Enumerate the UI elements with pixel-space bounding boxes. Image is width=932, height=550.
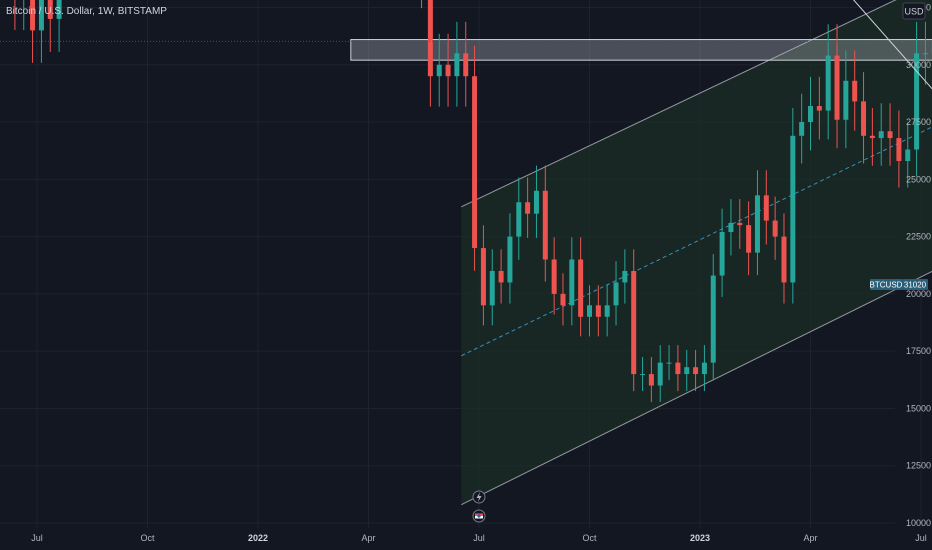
price-tick-label: 25000 [906,174,931,184]
price-tick-label: 12500 [906,461,931,471]
candle-body [560,293,566,306]
symbol-title: Bitcoin / U.S. Dollar, 1W, BITSTAMP [6,6,167,17]
candle-body [710,275,716,363]
time-tick-label: Apr [803,533,817,543]
candle-body [693,367,699,375]
candle-body [728,222,734,233]
candlestick-series [14,0,932,403]
candle-body [472,76,478,249]
channel-upper-line [461,0,897,208]
candle-body [507,236,513,283]
currency-label: USD [904,7,924,17]
price-tick-label: 30000 [906,60,931,70]
resistance-zone-lower [350,39,932,61]
candle-body [861,101,867,136]
candle-body [525,202,531,214]
price-tick-label: 10000 [906,518,931,528]
candle-body [719,232,725,276]
time-axis[interactable]: JulOct2022AprJulOct2023AprJulOct2024AprJ… [31,533,932,543]
candle-body [772,220,778,237]
candle-body [852,80,858,102]
price-tick-label: 17500 [906,346,931,356]
candle-body [790,135,796,283]
candle-body [869,135,875,139]
candle-body [463,53,469,77]
candle-body [701,362,707,375]
candle-body [763,195,769,221]
time-tick-label: Apr [361,533,375,543]
candle-body [781,236,787,283]
price-tick-label: 22500 [906,232,931,242]
time-tick-label: 2022 [248,533,268,543]
time-tick-label: Oct [582,533,597,543]
candle-body [905,149,911,161]
candle-body [843,80,849,120]
candle-body [922,53,928,55]
candle-body [595,305,601,317]
candle-body [754,195,760,253]
candle-body [914,53,920,150]
candle-body [454,53,460,77]
candle-body [578,259,584,317]
candle-body [622,270,628,283]
channel-fill [461,0,932,505]
candle-body [657,362,663,386]
candle-body [38,0,44,31]
candle-body [640,374,646,376]
candle-body [542,190,548,260]
candle-body [613,282,619,306]
candle-body [587,305,592,317]
candle-body [427,0,433,77]
candle-body [737,222,743,226]
candle-body [825,55,831,111]
price-tag-box [902,279,928,290]
candle-body [799,122,805,136]
candle-body [489,270,495,306]
candle-body [878,131,884,139]
candle-body [675,362,681,375]
ascending-channel[interactable] [461,0,932,506]
candle-body [569,259,575,306]
symbol-tag-box [870,279,902,290]
time-tick-label: 2023 [690,533,710,543]
candle-body [436,64,442,77]
resistance-zones[interactable] [350,0,932,61]
event-flag-icon[interactable] [472,509,486,523]
candle-body [551,259,557,294]
candle-body [816,106,822,111]
candle-body [666,362,672,364]
candle-body [47,0,53,19]
candle-body [480,248,486,306]
time-tick-label: Jul [31,533,43,543]
time-tick-label: Jul [915,533,927,543]
candle-body [648,374,654,386]
candle-body [56,0,62,19]
candle-body [808,106,813,123]
candle-body [516,202,522,237]
candle-body [30,0,36,31]
candle-body [498,270,504,283]
candle-body [631,270,637,375]
candle-body [887,131,893,139]
candle-body [533,190,539,214]
last-price-tag: BTCUSD 31020 [870,279,928,290]
channel-lower-line [461,270,932,506]
currency-button[interactable] [902,2,926,20]
price-tick-label: 20000 [906,289,931,299]
price-tick-label: 27500 [906,117,931,127]
candle-body [604,305,610,317]
candle-body [834,55,840,120]
candle-body [684,367,690,375]
price-tag-value: 31020 [904,281,927,290]
candle-body [746,225,752,253]
time-tick-label: Oct [140,533,155,543]
candle-body [445,64,451,77]
price-tick-label: 15000 [906,403,931,413]
lightning-icon[interactable] [472,490,486,504]
candle-body [896,138,902,161]
time-tick-label: Jul [473,533,485,543]
symbol-tag: BTCUSD [870,281,903,290]
